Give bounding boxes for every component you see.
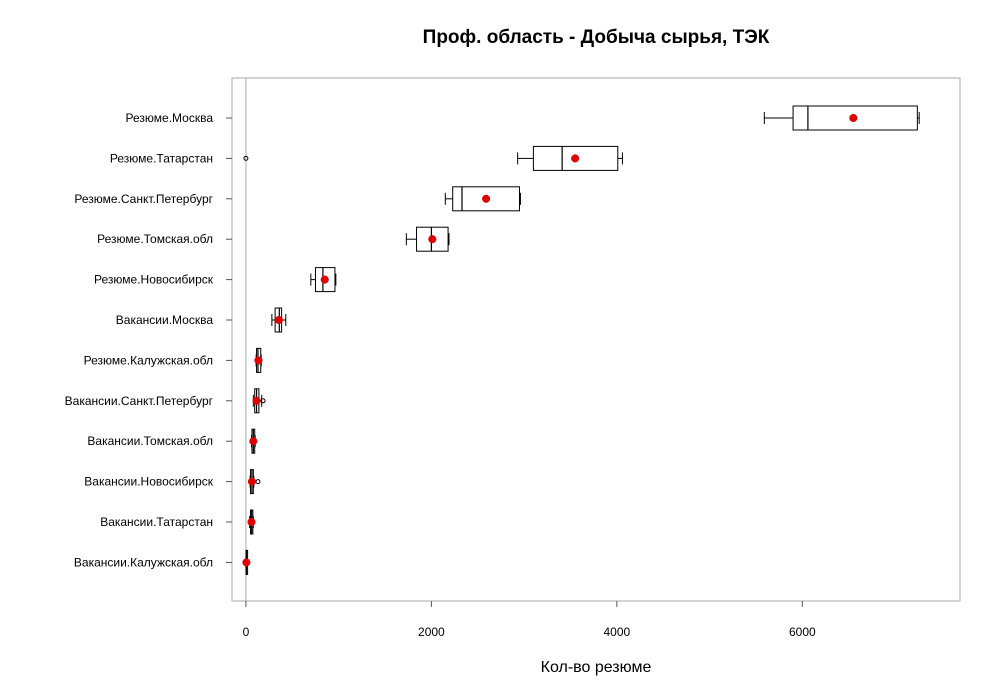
x-axis: 0 2000 4000 6000 bbox=[243, 601, 816, 639]
box-2 bbox=[243, 145, 623, 171]
mean-marker bbox=[849, 113, 858, 123]
box-12 bbox=[242, 549, 251, 575]
box-1 bbox=[763, 105, 920, 131]
mean-marker bbox=[320, 275, 329, 284]
outlier-point bbox=[260, 398, 266, 404]
box-5 bbox=[310, 267, 337, 293]
y-category-label: Вакансии.Новосибирск bbox=[84, 475, 213, 489]
x-tick-label: 0 bbox=[243, 625, 250, 639]
mean-marker bbox=[242, 558, 251, 567]
plot-frame bbox=[231, 77, 961, 602]
mean-marker bbox=[571, 154, 580, 163]
outlier-point bbox=[243, 155, 249, 161]
mean-marker bbox=[482, 194, 491, 203]
x-tick-label: 4000 bbox=[604, 625, 631, 639]
chart-title: Проф. область - Добыча сырья, ТЭК bbox=[422, 27, 770, 48]
x-tick-label: 6000 bbox=[789, 625, 816, 639]
y-category-label: Резюме.Новосибирск bbox=[94, 273, 214, 287]
box-11 bbox=[247, 509, 256, 535]
boxes bbox=[242, 105, 920, 575]
y-axis: Резюме.Москва Резюме.Татарстан Резюме.Санк… bbox=[65, 111, 232, 569]
mean-marker bbox=[247, 517, 256, 527]
box-8 bbox=[252, 388, 266, 414]
y-category-label: Вакансии.Татарстан bbox=[100, 515, 213, 529]
box-3 bbox=[444, 186, 521, 212]
box-7 bbox=[254, 347, 263, 373]
box-4 bbox=[405, 226, 450, 252]
outlier-point bbox=[255, 479, 261, 485]
box-6 bbox=[271, 307, 287, 333]
y-category-label: Резюме.Санкт.Петербург bbox=[74, 192, 213, 206]
mean-marker bbox=[274, 315, 283, 325]
x-tick-label: 2000 bbox=[418, 625, 445, 639]
y-category-label: Резюме.Калужская.обл bbox=[84, 353, 213, 367]
mean-marker bbox=[247, 477, 256, 486]
y-category-label: Вакансии.Томская.обл bbox=[87, 434, 213, 448]
mean-marker bbox=[252, 396, 261, 405]
y-category-label: Вакансии.Санкт.Петербург bbox=[65, 394, 214, 408]
mean-marker bbox=[254, 356, 263, 365]
y-category-label: Резюме.Томская.обл bbox=[97, 232, 213, 246]
y-category-label: Резюме.Татарстан bbox=[110, 151, 213, 165]
mean-marker bbox=[428, 235, 437, 244]
y-category-label: Вакансии.Москва bbox=[116, 313, 214, 327]
mean-marker bbox=[249, 437, 258, 446]
y-category-label: Резюме.Москва bbox=[126, 111, 214, 125]
y-category-label: Вакансии.Калужская.обл bbox=[74, 555, 213, 569]
x-axis-label: Кол-во резюме bbox=[540, 659, 652, 676]
box-9 bbox=[249, 428, 258, 454]
box-10 bbox=[247, 469, 261, 495]
